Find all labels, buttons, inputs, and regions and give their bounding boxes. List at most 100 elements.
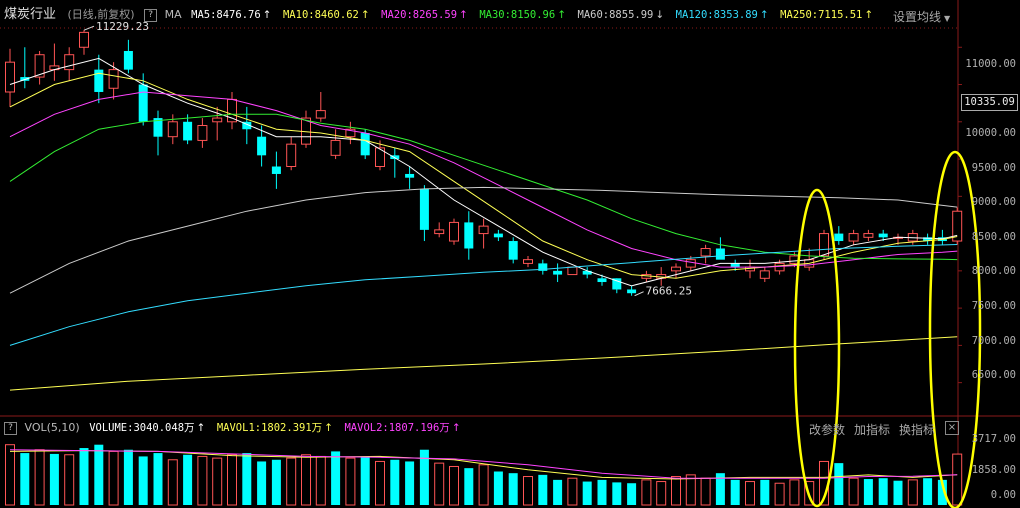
sector-title: 煤炭行业 — [4, 7, 57, 22]
volume-bar-up — [34, 449, 45, 506]
ma-line-ma30 — [9, 113, 958, 261]
candle-body-down — [493, 233, 503, 238]
volume-bar-down — [271, 459, 281, 505]
add-indicator-button[interactable]: 加指标 — [854, 423, 891, 437]
volume-bar-down — [538, 474, 548, 505]
candle-body-up — [759, 270, 770, 279]
ma-line-ma20 — [9, 91, 958, 268]
ma30-arrow-icon: ↑ — [557, 9, 566, 21]
close-icon[interactable]: × — [945, 421, 959, 435]
ma250-arrow-icon: ↑ — [864, 9, 874, 21]
volume-tick: 1858.00 — [971, 464, 1016, 476]
high-pointer — [83, 25, 95, 31]
indicator-label: MA — [164, 8, 182, 21]
volume-bar-down — [937, 479, 947, 505]
high-annotation: 11229.23 — [96, 20, 149, 33]
volume-bar-up — [212, 457, 223, 506]
candle-body-down — [153, 118, 163, 137]
candle-body-down — [138, 84, 148, 122]
volume-bar-down — [730, 479, 740, 505]
volume-arrow-icon: ↑ — [196, 422, 206, 434]
volume-bar-down — [464, 468, 474, 505]
candle-body-down — [464, 222, 474, 249]
ma10-text: MA10:8460.62 — [282, 9, 359, 21]
candle-body-down — [553, 270, 563, 275]
current-price-tag: 10335.09 — [961, 94, 1018, 111]
candle-body-up — [774, 262, 785, 272]
volume-bar-up — [434, 462, 445, 506]
volume-bar-down — [79, 448, 89, 505]
price-tick: 7000.00 — [971, 335, 1016, 347]
volume-bar-up — [907, 479, 918, 506]
volume-bar-down — [94, 444, 104, 505]
low-annotation: 7666.25 — [646, 285, 692, 298]
candle-body-down — [878, 233, 888, 238]
candle-body-down — [612, 278, 622, 290]
volume-bar-up — [774, 482, 785, 506]
volume-bar-down — [390, 459, 400, 505]
volume-bar-down — [405, 461, 415, 505]
low-pointer — [634, 291, 644, 297]
candle-body-up — [478, 225, 489, 235]
change-params-button[interactable]: 改参数 — [809, 423, 846, 437]
volume-bar-up — [197, 455, 208, 506]
candle-body-down — [538, 263, 548, 271]
chevron-down-icon: ▼ — [944, 14, 951, 23]
candle-body-up — [64, 54, 75, 71]
candle-body-up — [434, 229, 445, 235]
volume-bar-up — [227, 454, 237, 506]
volume-bar-up — [641, 479, 652, 506]
volume-bar-down — [582, 481, 592, 505]
volume-bar-up — [375, 460, 385, 506]
ma30-text: MA30:8150.96 — [479, 9, 556, 21]
candle-body-up — [863, 233, 874, 238]
candle-body-down — [271, 166, 281, 174]
volume-bar-down — [893, 480, 903, 505]
volume-bar-down — [760, 479, 770, 505]
volume-bar-down — [257, 461, 267, 505]
volume-bar-down — [493, 471, 503, 505]
volume-bar-down — [242, 453, 252, 505]
ma5-value: MA5:8476.76 ↑ — [191, 8, 271, 22]
volume-bar-up — [700, 477, 711, 506]
ma120-text: MA120:8353.89 — [675, 9, 758, 21]
volume-bar-up — [449, 465, 459, 506]
ma10-arrow-icon: ↑ — [360, 9, 370, 21]
highlight-ellipse — [793, 188, 841, 508]
volume-bar-down — [863, 479, 873, 505]
price-tick: 7500.00 — [971, 300, 1016, 312]
help-icon[interactable]: ? — [144, 8, 158, 22]
mavol2-text: MAVOL2:1807.196万 — [344, 422, 450, 434]
volume-bar-down — [715, 473, 725, 505]
volume-bar-up — [286, 457, 297, 506]
volume-bar-up — [301, 454, 311, 506]
volume-bar-up — [567, 477, 578, 506]
volume-bar-down — [183, 454, 193, 505]
mavol-line-mavol1 — [9, 450, 958, 480]
candle-body-down — [360, 132, 370, 156]
volume-help-icon[interactable]: ? — [4, 421, 17, 435]
volume-bar-down — [153, 453, 163, 505]
price-tick: 9000.00 — [971, 196, 1016, 208]
candle-body-up — [819, 233, 829, 257]
period-label: (日线,前复权) — [67, 8, 135, 21]
candle-body-up — [34, 54, 45, 78]
candle-body-up — [375, 147, 385, 168]
candle-body-up — [212, 117, 223, 123]
candle-body-down — [390, 155, 400, 160]
volume-indicator-label: VOL(5,10) — [24, 421, 80, 434]
volume-bar-down — [878, 478, 888, 505]
candle-body-up — [449, 221, 459, 242]
volume-bar-up — [478, 464, 489, 506]
volume-bar-down — [331, 451, 341, 505]
volume-bar-up — [789, 479, 800, 506]
volume-bar-down — [834, 463, 844, 505]
candle-body-up — [286, 143, 297, 168]
switch-indicator-button[interactable]: 换指标 — [899, 423, 936, 437]
mavol2-value: MAVOL2:1807.196万 ↑ — [344, 421, 460, 435]
volume-bar-up — [523, 476, 533, 506]
settings-ma-button[interactable]: 设置均线 ▼ — [893, 8, 950, 25]
price-tick: 8500.00 — [971, 231, 1016, 243]
